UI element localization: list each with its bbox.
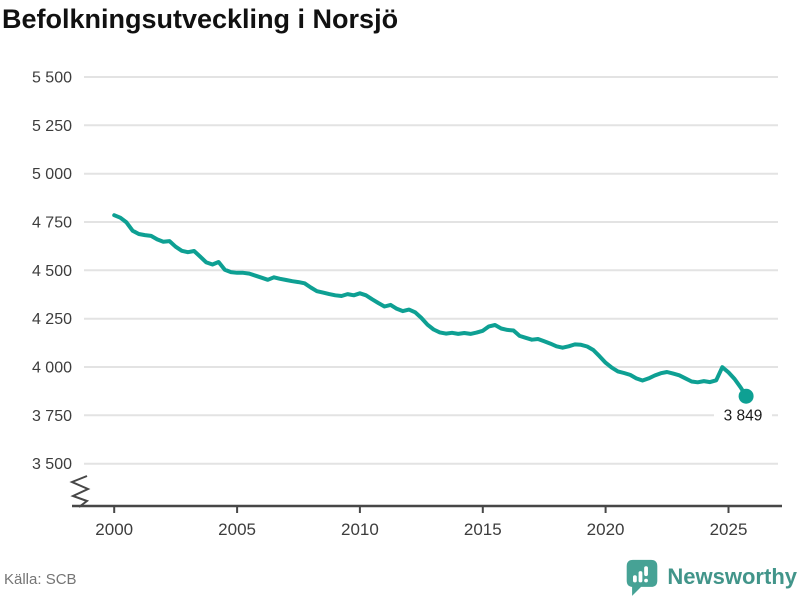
population-series-line [112,213,749,399]
y-axis-tick-label: 5 500 [32,70,72,87]
y-axis-tick-label: 5 250 [32,118,72,135]
x-axis-tick-label: 2010 [341,520,379,539]
latest-value-dot [738,388,754,404]
y-axis-tick-label: 5 000 [32,166,72,183]
end-label-backing [714,406,772,424]
x-axis-tick-label: 2000 [95,520,133,539]
y-axis-tick-label: 4 500 [32,263,72,280]
y-axis-tick-label: 4 000 [32,360,72,377]
newsworthy-wordmark: Newsworthy [667,564,797,589]
y-axis-tick-label: 3 500 [32,456,72,473]
page-title: Befolkningsutveckling i Norsjö [2,4,399,34]
newsworthy-icon [627,559,658,596]
x-axis-tick-label: 2015 [464,520,502,539]
end-value-label: 3 849 [724,408,763,425]
newsworthy-logo[interactable]: Newsworthy [624,556,797,598]
source-label: Källa: SCB [4,571,77,588]
y-axis-tick-label: 4 250 [32,311,72,328]
y-axis-tick-label: 3 750 [32,408,72,425]
x-axis-tick-label: 2025 [710,520,748,539]
y-axis-tick-label: 4 750 [32,215,72,232]
x-axis-tick-label: 2020 [587,520,625,539]
population-line-chart: 5 500 5 250 5 000 4 750 4 500 4 250 4 000 3 750… [32,70,782,539]
axis-break-icon [69,475,91,508]
x-axis-tick-label: 2005 [218,520,256,539]
